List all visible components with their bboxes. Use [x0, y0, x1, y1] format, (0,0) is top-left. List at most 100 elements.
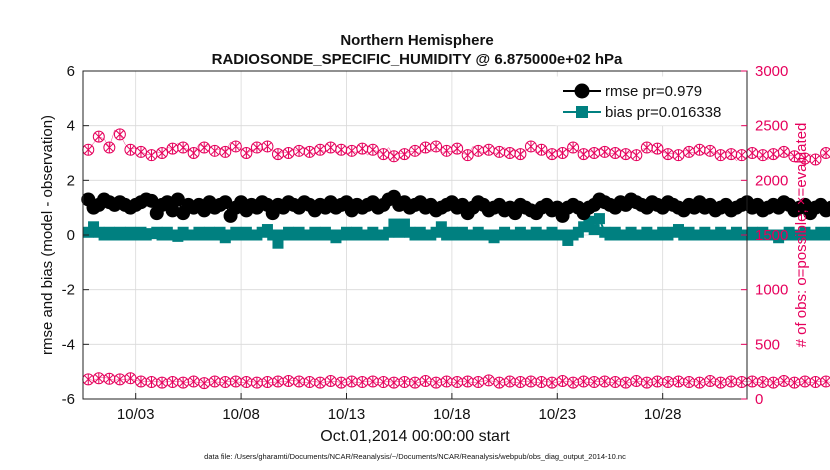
obs-evaluated-marker — [683, 376, 696, 389]
y-tick-label: -2 — [62, 282, 75, 299]
legend-rmse-label: rmse pr=0.979 — [605, 83, 702, 100]
obs-possible-marker — [177, 141, 190, 154]
bias-marker — [435, 221, 447, 233]
obs-evaluated-marker — [240, 376, 253, 389]
obs-evaluated-line — [88, 376, 830, 384]
obs-possible-marker — [187, 147, 200, 159]
y-axis-label: rmse and bias (model - observation) — [39, 115, 56, 355]
obs-possible-marker — [609, 147, 622, 159]
obs-possible-marker — [134, 145, 147, 158]
obs-evaluated-marker — [398, 376, 411, 389]
x-tick-label: 10/13 — [328, 406, 366, 423]
obs-possible-marker — [261, 140, 274, 153]
obs-evaluated-marker — [609, 376, 622, 389]
bias-marker — [825, 226, 830, 238]
obs-possible-marker — [567, 141, 580, 154]
obs-possible-marker — [198, 141, 211, 154]
obs-possible-marker — [113, 128, 126, 141]
obs-possible-marker — [651, 142, 664, 155]
y-right-tick-label: 2000 — [755, 172, 788, 189]
obs-possible-marker — [240, 147, 253, 159]
x-tick-label: 10/03 — [117, 406, 155, 423]
x-axis-label: Oct.01,2014 00:00:00 start — [320, 428, 510, 445]
obs-possible-marker — [556, 147, 569, 159]
y-axis-right-label: # of obs: o=possible; ×=evaluated — [793, 123, 810, 348]
obs-evaluated-marker — [524, 375, 537, 388]
obs-evaluated-marker — [440, 375, 453, 388]
bias-marker — [388, 218, 400, 230]
obs-evaluated-marker — [567, 376, 580, 389]
rmse-bias-series — [81, 189, 830, 249]
chart-subtitle: RADIOSONDE_SPECIFIC_HUMIDITY @ 6.875000e… — [212, 51, 623, 68]
bias-marker — [383, 226, 395, 238]
axis-ticks: -6 -4 -2 0 2 4 6 0 500 1000 1500 2000 2500 3000 10/03 1… — [62, 63, 789, 423]
obs-evaluated-marker — [409, 376, 421, 389]
bias-marker — [593, 213, 605, 225]
obs-evaluated-marker — [219, 376, 232, 389]
obs-possible-marker — [156, 147, 169, 159]
obs-possible-marker — [451, 142, 464, 155]
x-tick-label: 10/28 — [644, 406, 682, 423]
obs-possible-marker — [409, 144, 421, 157]
x-tick-label: 10/08 — [222, 406, 260, 423]
bias-marker — [393, 226, 405, 238]
legend-rmse-marker — [574, 83, 590, 99]
footnote: data file: /Users/gharamti/Documents/NCA… — [204, 452, 626, 461]
obs-evaluated-marker — [356, 376, 369, 389]
obs-evaluated-marker — [345, 375, 358, 388]
obs-possible-marker — [767, 148, 780, 161]
legend-bias-marker — [576, 106, 588, 118]
y-tick-label: 6 — [67, 63, 75, 80]
y-right-tick-label: 1000 — [755, 282, 788, 299]
obs-series — [82, 128, 830, 390]
obs-evaluated-marker — [714, 376, 727, 389]
obs-possible-marker — [630, 149, 643, 162]
y-tick-label: 4 — [67, 118, 75, 135]
obs-evaluated-marker — [514, 376, 527, 389]
obs-possible-marker — [430, 140, 443, 153]
obs-possible-marker — [324, 141, 337, 154]
obs-possible-marker — [229, 140, 242, 153]
obs-possible-marker — [461, 149, 474, 162]
bias-marker — [583, 215, 595, 227]
bias-marker — [267, 229, 279, 241]
y-right-tick-label: 2500 — [755, 118, 788, 135]
y-right-tick-label: 500 — [755, 336, 780, 353]
y-right-tick-label: 3000 — [755, 63, 788, 80]
obs-possible-marker — [92, 130, 105, 143]
bias-marker — [820, 229, 830, 241]
obs-evaluated-marker — [535, 376, 548, 389]
y-tick-label: -4 — [62, 336, 75, 353]
obs-possible-marker — [777, 145, 790, 158]
y-tick-label: 2 — [67, 172, 75, 189]
obs-possible-marker — [103, 141, 116, 154]
obs-possible-marker — [387, 150, 400, 163]
rmse-marker — [218, 195, 233, 210]
bias-marker — [398, 218, 410, 230]
obs-possible-marker — [366, 143, 379, 156]
obs-evaluated-marker — [271, 375, 284, 388]
y-tick-label: -6 — [62, 391, 75, 408]
obs-possible-marker — [219, 145, 232, 158]
obs-possible-marker — [672, 149, 685, 162]
obs-possible-marker — [820, 147, 830, 159]
rmse-marker — [144, 193, 159, 208]
y-tick-label: 0 — [67, 227, 75, 244]
legend: rmse pr=0.979 bias pr=0.016338 — [555, 76, 742, 126]
rmse-marker — [165, 203, 180, 218]
x-tick-label: 10/23 — [539, 406, 577, 423]
obs-possible-marker — [535, 143, 548, 156]
y-right-tick-label: 0 — [755, 391, 763, 408]
bias-marker — [588, 224, 600, 236]
rmse-marker — [824, 200, 830, 215]
obs-possible-marker — [735, 149, 748, 162]
obs-evaluated-marker — [303, 376, 316, 389]
obs-possible-marker — [524, 140, 537, 153]
obs-possible-marker — [282, 147, 295, 159]
obs-evaluated-marker — [198, 377, 211, 390]
bias-marker — [272, 237, 284, 249]
obs-possible-marker — [683, 145, 696, 158]
obs-possible-marker — [704, 144, 717, 157]
x-tick-label: 10/18 — [433, 406, 471, 423]
